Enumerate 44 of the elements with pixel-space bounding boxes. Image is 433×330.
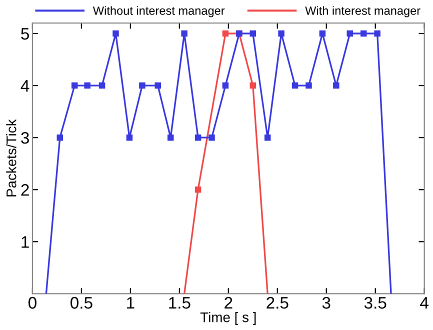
x-tick-label: 2 (224, 296, 232, 309)
point (167, 134, 174, 141)
point (278, 30, 284, 37)
point (374, 30, 380, 37)
point (84, 82, 90, 89)
point (346, 30, 354, 37)
point (194, 186, 202, 193)
point (250, 30, 256, 37)
point (222, 30, 229, 37)
y-axis-title: Packets/Tick (6, 119, 16, 196)
point (250, 82, 256, 89)
point (208, 134, 215, 141)
y-tick-label: 4 (20, 80, 30, 92)
x-tick-label: 1.5 (169, 297, 190, 309)
point (56, 134, 64, 141)
point (181, 30, 188, 37)
x-tick-label: 2.5 (266, 296, 288, 309)
point (194, 134, 202, 141)
point (264, 134, 271, 141)
legend-label: Without interest manager (92, 6, 225, 18)
point (306, 82, 312, 89)
point (333, 82, 340, 89)
x-tick-label: 3 (322, 296, 330, 309)
point (71, 82, 78, 89)
x-tick-label: 0.5 (70, 296, 92, 309)
x-tick-label: 1 (127, 297, 134, 309)
point (126, 134, 133, 141)
y-tick-label: 2 (21, 184, 29, 196)
x-tick-label: 0 (28, 296, 36, 309)
point (292, 82, 298, 89)
y-tick-label: 1 (22, 236, 29, 248)
point (319, 30, 326, 37)
point (360, 30, 367, 37)
x-tick-label: 4 (420, 297, 428, 309)
point (112, 30, 119, 37)
x-axis-title: Time [ s ] (200, 312, 256, 325)
point (222, 82, 229, 89)
point (139, 82, 146, 89)
y-tick-label: 5 (21, 28, 29, 40)
x-tick-label: 3.5 (364, 296, 386, 309)
y-tick-label: 3 (21, 132, 29, 144)
point (154, 82, 161, 89)
point (98, 82, 106, 89)
legend-label: With interest manager (305, 6, 420, 18)
